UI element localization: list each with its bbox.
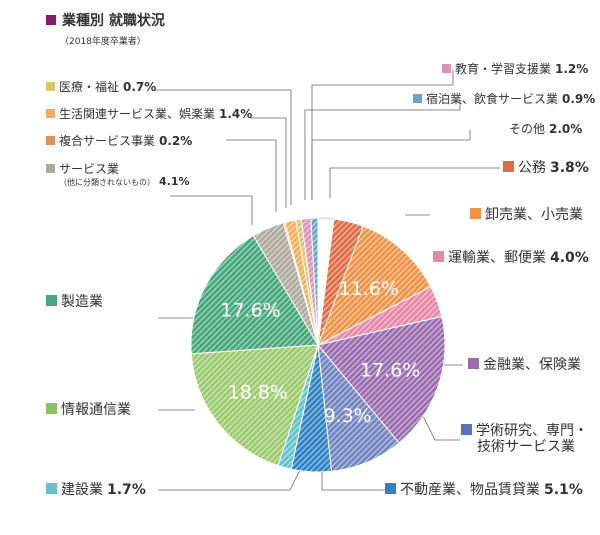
pie-slice-hatch-14 <box>301 218 318 345</box>
pie-inner-label-9: 17.6% <box>220 300 280 322</box>
pie-slice-hatch-12 <box>284 219 318 345</box>
swatch-lifestyle-icon <box>46 109 55 118</box>
swatch-compound-service-icon <box>46 136 55 145</box>
chart-subtitle: （2018年度卒業者） <box>60 37 146 47</box>
swatch-manufacturing-icon <box>46 295 57 306</box>
label-accommodation: 宿泊業、飲食サービス業 0.9% <box>413 92 595 106</box>
pie-inner-label-2: 11.6% <box>339 278 399 300</box>
label-compound-service: 複合サービス事業 0.2% <box>46 134 192 148</box>
pie-inner-label-8: 18.8% <box>228 382 288 404</box>
label-public: 公務 3.8% <box>503 160 589 176</box>
swatch-academic-icon <box>461 424 472 435</box>
label-retail: 卸売業、小売業 <box>470 207 583 223</box>
pie-slices <box>190 217 446 473</box>
swatch-realestate-icon <box>385 483 396 494</box>
pie-slice-hatch-15 <box>310 218 318 345</box>
pie-inner-labels: 11.6% 17.6% 9.3% 18.8% 17.6% <box>220 278 420 427</box>
label-transport: 運輸業、郵便業 4.0% <box>433 250 589 266</box>
label-lifestyle: 生活関連サービス業、娯楽業 1.4% <box>46 107 252 121</box>
label-realestate: 不動産業、物品賃貸業 5.1% <box>385 482 583 498</box>
pie-slice-hatch-13 <box>295 219 318 345</box>
swatch-retail-icon <box>470 208 481 219</box>
pie-inner-label-4: 17.6% <box>360 359 420 381</box>
swatch-transport-icon <box>433 251 444 262</box>
pie-slice-hatch-1 <box>318 219 364 345</box>
label-academic: 学術研究、専門・ 技術サービス業 <box>461 423 588 455</box>
swatch-accommodation-icon <box>413 94 422 103</box>
pie-slice-hatch-3 <box>318 286 442 345</box>
swatch-finance-icon <box>468 358 479 369</box>
label-manufacturing: 製造業 <box>46 294 103 310</box>
swatch-service-icon <box>46 164 55 173</box>
pie-slice-hatch-6 <box>291 345 332 472</box>
label-service: サービス業 （他に分類されないもの） 4.1% <box>46 162 190 189</box>
chart-title: 業種別 就職状況 <box>46 10 165 30</box>
label-education: 教育・学習支援業 1.2% <box>442 62 588 76</box>
pie-slice-hatch-2 <box>318 226 431 345</box>
swatch-ict-icon <box>46 403 57 414</box>
label-medical: 医療・福祉 0.7% <box>46 80 156 94</box>
pie-slice-hatch-5 <box>318 345 399 472</box>
swatch-medical-icon <box>46 82 55 91</box>
label-finance: 金融業、保険業 <box>468 357 581 373</box>
swatch-public-icon <box>503 161 514 172</box>
pie-slice-hatch-8 <box>191 345 318 466</box>
title-marker-icon <box>46 15 56 25</box>
leader-lines <box>155 70 500 491</box>
label-ict: 情報通信業 <box>46 402 131 418</box>
pie-slice-hatch-10 <box>253 222 318 345</box>
pie-slice-hatch-9 <box>191 235 318 354</box>
pie-slice-hatch-4 <box>318 316 446 443</box>
pie-inner-label-5: 9.3% <box>323 405 371 427</box>
swatch-construction-icon <box>46 483 57 494</box>
swatch-education-icon <box>442 64 451 73</box>
label-construction: 建設業 1.7% <box>46 482 146 498</box>
label-other: その他 2.0% <box>509 122 583 136</box>
